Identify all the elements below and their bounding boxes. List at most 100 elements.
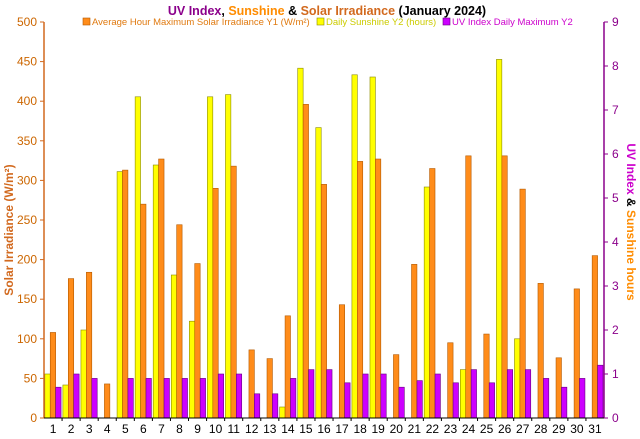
bar-sunshine xyxy=(152,164,159,419)
bar-irradiance xyxy=(212,188,219,419)
bar-irradiance xyxy=(429,168,436,419)
x-tick-label: 18 xyxy=(353,422,367,436)
bar-uv xyxy=(163,378,170,419)
x-tick-label: 20 xyxy=(390,422,404,436)
bar-irradiance xyxy=(284,315,291,419)
bar-sunshine xyxy=(423,186,430,419)
y1-tick-label: 300 xyxy=(17,173,37,187)
legend-swatch xyxy=(82,17,91,26)
x-tick-label: 31 xyxy=(588,422,602,436)
y-axis-label-left: Solar Irradiance (W/m²) xyxy=(2,164,16,295)
x-tick-label: 1 xyxy=(50,422,57,436)
chart-legend: Average Hour Maximum Solar Irradiance Y1… xyxy=(82,17,573,28)
y1-tick-label: 0 xyxy=(30,411,37,425)
bar-uv xyxy=(308,369,315,419)
x-tick-label: 11 xyxy=(227,422,240,436)
bar-sunshine xyxy=(80,329,87,419)
y2-tick-label: 0 xyxy=(612,411,619,425)
chart-title-part: Solar Irradiance xyxy=(301,4,396,18)
x-tick-label: 9 xyxy=(194,422,201,436)
bar-irradiance xyxy=(176,224,183,419)
bar-sunshine xyxy=(62,384,69,419)
legend-label: Average Hour Maximum Solar Irradiance Y1… xyxy=(92,17,310,28)
bar-irradiance xyxy=(519,188,526,419)
bar-irradiance xyxy=(357,161,364,419)
legend-swatch xyxy=(316,17,325,26)
bar-irradiance xyxy=(194,263,201,419)
x-tick-label: 12 xyxy=(245,422,259,436)
bar-irradiance xyxy=(248,349,255,419)
y1-tick-label: 150 xyxy=(17,292,37,306)
right-axis-ticks: 0 1 2 3 4 5 6 7 8 9 xyxy=(604,15,619,425)
chart-title-part: & xyxy=(285,4,301,18)
x-tick-label: 17 xyxy=(335,422,349,436)
x-tick-label: 27 xyxy=(516,422,530,436)
y1-tick-label: 500 xyxy=(17,15,37,29)
bar-uv xyxy=(254,393,261,419)
y2-tick-label: 7 xyxy=(612,103,619,117)
bar-uv xyxy=(235,373,243,419)
bar-sunshine xyxy=(44,373,51,419)
bar-irradiance xyxy=(483,333,490,419)
chart-title: UV Index, Sunshine & Solar Irradiance (J… xyxy=(168,4,486,18)
bar-irradiance xyxy=(320,184,327,419)
bar-uv xyxy=(506,369,513,419)
y2-tick-label: 1 xyxy=(612,367,619,381)
bar-irradiance xyxy=(591,255,598,419)
x-tick-label: 5 xyxy=(122,422,129,436)
y1-tick-label: 400 xyxy=(17,94,37,108)
y-axis-label-right-part: Sunshine hours xyxy=(624,210,638,301)
bar-uv xyxy=(416,380,423,419)
x-tick-label: 22 xyxy=(426,422,440,436)
x-tick-label: 29 xyxy=(552,422,566,436)
x-tick-label: 3 xyxy=(86,422,93,436)
bar-irradiance xyxy=(393,354,400,419)
x-tick-label: 19 xyxy=(372,422,386,436)
bar-irradiance xyxy=(573,288,580,419)
x-tick-label: 21 xyxy=(408,422,422,436)
y1-tick-label: 200 xyxy=(17,253,37,267)
bar-irradiance xyxy=(411,264,418,419)
bar-uv xyxy=(452,382,459,419)
x-tick-label: 26 xyxy=(498,422,512,436)
bar-sunshine xyxy=(369,76,376,419)
bar-uv xyxy=(73,373,80,419)
bar-sunshine xyxy=(225,94,232,419)
bar-irradiance xyxy=(140,203,147,419)
bar-sunshine xyxy=(189,320,196,419)
y1-tick-label: 350 xyxy=(17,134,37,148)
x-tick-label: 16 xyxy=(317,422,331,436)
bar-uv xyxy=(380,373,387,419)
bar-sunshine xyxy=(134,96,141,419)
y2-tick-label: 2 xyxy=(612,323,619,337)
bar-uv xyxy=(525,369,532,419)
y1-tick-label: 50 xyxy=(24,371,38,385)
bar-uv xyxy=(344,382,351,419)
left-axis-ticks: 0 50 100 150 200 250 300 350 400 450 500 xyxy=(17,15,44,425)
x-tick-label: 6 xyxy=(140,422,147,436)
bar-uv xyxy=(561,386,568,419)
bar-uv xyxy=(326,369,333,419)
x-tick-label: 25 xyxy=(480,422,494,436)
y-axis-label-right-part: UV Index xyxy=(624,143,638,195)
bar-uv xyxy=(127,378,134,419)
bar-uv xyxy=(398,386,405,419)
bar-irradiance xyxy=(104,383,111,419)
y2-tick-label: 4 xyxy=(612,235,619,249)
x-tick-label: 7 xyxy=(158,422,165,436)
bar-sunshine xyxy=(496,59,503,419)
bar-sunshine xyxy=(459,369,467,419)
y2-tick-label: 6 xyxy=(612,147,619,161)
bar-uv xyxy=(199,378,206,419)
bar-uv xyxy=(470,369,477,419)
legend-swatch xyxy=(442,17,451,26)
bar-irradiance xyxy=(302,104,309,419)
bar-sunshine xyxy=(116,171,123,419)
x-tick-label: 15 xyxy=(299,422,313,436)
bar-irradiance xyxy=(49,332,56,419)
x-tick-label: 8 xyxy=(176,422,183,436)
bar-irradiance xyxy=(230,165,237,419)
bar-sunshine xyxy=(315,127,322,419)
